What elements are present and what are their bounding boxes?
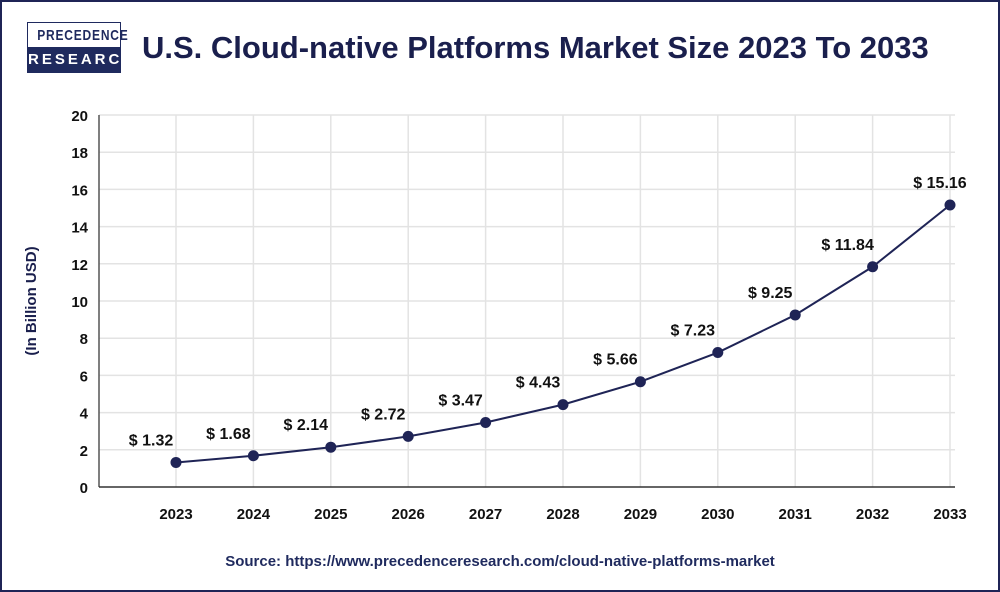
data-point <box>944 199 956 211</box>
logo-line1: PRECEDENCE <box>37 23 128 47</box>
data-label: $ 5.66 <box>593 352 638 369</box>
x-tick-label: 2031 <box>779 506 812 523</box>
x-tick-label: 2024 <box>237 506 271 523</box>
data-label: $ 4.43 <box>516 375 561 392</box>
data-label: $ 2.14 <box>284 417 329 434</box>
y-tick-label: 2 <box>80 443 88 460</box>
logo-line2: RESEARCH <box>28 47 133 72</box>
data-label: $ 3.47 <box>438 392 483 409</box>
y-tick-label: 12 <box>71 257 88 274</box>
data-point <box>480 416 492 428</box>
x-tick-label: 2033 <box>933 506 966 523</box>
y-tick-label: 14 <box>71 220 88 237</box>
chart-title: U.S. Cloud-native Platforms Market Size … <box>142 30 929 65</box>
x-tick-label: 2025 <box>314 506 347 523</box>
data-label: $ 1.32 <box>129 432 174 449</box>
x-tick-label: 2029 <box>624 506 657 523</box>
y-tick-label: 18 <box>71 145 88 162</box>
y-axis-label: (In Billion USD) <box>23 246 40 355</box>
x-tick-label: 2027 <box>469 506 502 523</box>
data-point <box>634 376 646 388</box>
y-tick-label: 16 <box>71 182 88 199</box>
y-tick-label: 0 <box>80 480 88 497</box>
data-label: $ 7.23 <box>671 323 716 340</box>
data-point <box>170 456 182 468</box>
y-tick-label: 20 <box>71 108 88 125</box>
data-point <box>789 309 801 321</box>
x-tick-label: 2028 <box>546 506 579 523</box>
logo: PRECEDENCE RESEARCH <box>27 22 133 73</box>
data-label: $ 11.84 <box>821 237 874 254</box>
y-tick-label: 6 <box>80 368 88 385</box>
x-tick-label: 2030 <box>701 506 734 523</box>
x-tick-label: 2026 <box>392 506 425 523</box>
data-label: $ 15.16 <box>913 175 966 192</box>
data-point <box>402 430 414 442</box>
x-tick-label: 2032 <box>856 506 889 523</box>
data-point <box>325 441 337 453</box>
data-label: $ 2.72 <box>361 406 406 423</box>
x-tick-label: 2023 <box>159 506 192 523</box>
data-label: $ 9.25 <box>748 285 793 302</box>
data-point <box>557 399 569 411</box>
data-point <box>867 261 879 273</box>
source-text: Source: https://www.precedenceresearch.c… <box>225 553 775 570</box>
data-point <box>247 450 259 462</box>
data-label: $ 1.68 <box>206 426 251 443</box>
y-tick-label: 8 <box>80 331 88 348</box>
y-tick-label: 10 <box>71 294 88 311</box>
y-tick-label: 4 <box>80 406 89 423</box>
data-point <box>712 347 724 359</box>
